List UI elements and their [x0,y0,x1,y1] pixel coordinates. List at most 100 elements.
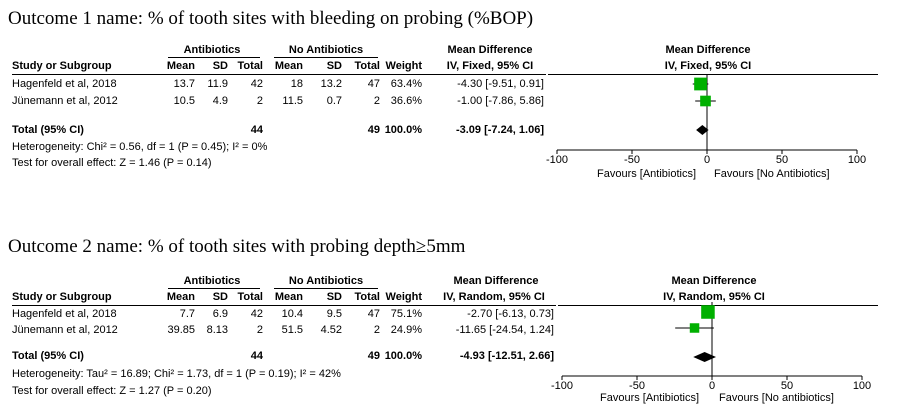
md-plot-header: Mean Difference [671,275,757,287]
ci-cell: -2.70 [-6.13, 0.73] [467,308,554,320]
total-diamond [696,125,709,135]
group2-underline [274,57,378,58]
x-tick-label: 0 [704,154,710,166]
study-name: Hagenfeld et al, 2018 [12,308,117,320]
total2-cell: 2 [373,324,380,336]
weight-cell: 63.4% [390,78,422,90]
total2-sum: 49 [367,350,380,362]
favours-right-label: Favours [No antibiotics] [719,392,834,404]
md-header: Mean Difference [453,275,539,287]
sd1-cell: 8.13 [206,324,228,336]
col-mean1-header: Mean [166,60,195,72]
total2-cell: 47 [367,78,380,90]
plot-header-rule [558,305,878,306]
col-weight-header: Weight [385,291,422,303]
col-sd1-header: SD [212,291,228,303]
total1-sum: 44 [250,124,263,136]
forest-plot-1: Outcome 1 name: % of tooth sites with bl… [8,8,878,180]
x-tick-label: -100 [551,380,573,392]
mean2-cell: 51.5 [281,324,303,336]
mean2-cell: 10.4 [281,308,303,320]
study-marker [689,323,700,333]
header-rule [12,305,556,306]
total1-cell: 2 [256,95,263,107]
forest-plot-2: Outcome 2 name: % of tooth sites with pr… [0,230,900,420]
ci-cell: -11.65 [-24.54, 1.24] [455,324,554,336]
col-mean2-header: Mean [274,60,303,72]
study-name: Hagenfeld et al, 2018 [12,78,117,90]
total-ci: -3.09 [-7.24, 1.06] [455,124,544,136]
study-name: Jünemann et al, 2012 [12,324,118,336]
heterogeneity-text: Heterogeneity: Chi² = 0.56, df = 1 (P = … [12,141,268,153]
col-study-header: Study or Subgroup [12,291,112,303]
mean2-cell: 18 [290,78,303,90]
weight-cell: 75.1% [390,308,422,320]
study-name: Jünemann et al, 2012 [12,95,118,107]
group1-header: Antibiotics [183,44,241,56]
x-tick-label: 100 [848,154,866,166]
x-tick-label: 50 [781,380,793,392]
method-header: IV, Fixed, 95% CI [446,60,534,72]
header-rule [12,74,546,75]
study-marker [700,95,711,107]
md-plot-header: Mean Difference [665,44,751,56]
group2-underline [274,288,378,289]
favours-left-label: Favours [Antibiotics] [600,392,700,404]
group2-header: No Antibiotics [288,44,364,56]
sd1-cell: 4.9 [212,95,228,107]
overall-effect-text: Test for overall effect: Z = 1.27 (P = 0… [12,385,212,397]
total-weight: 100.0% [384,124,422,136]
x-tick-label: 50 [776,154,788,166]
favours-right-label: Favours [No Antibiotics] [714,168,830,180]
outcome-title: Outcome 2 name: % of tooth sites with pr… [8,236,466,257]
total-weight: 100.0% [384,350,422,362]
sd2-cell: 9.5 [326,308,342,320]
total2-cell: 47 [367,308,380,320]
total1-cell: 2 [256,324,263,336]
mean1-cell: 39.85 [167,324,195,336]
col-sd2-header: SD [326,60,342,72]
sd1-cell: 11.9 [207,78,228,90]
col-mean1-header: Mean [166,291,195,303]
heterogeneity-text: Heterogeneity: Tau² = 16.89; Chi² = 1.73… [12,368,341,380]
total2-cell: 2 [373,95,380,107]
col-total2-header: Total [354,60,380,72]
method-plot-header: IV, Fixed, 95% CI [664,60,752,72]
forest-plot-area: -100 -50 0 50 100 [546,74,866,166]
total1-cell: 42 [250,78,263,90]
x-tick-label: 100 [853,380,871,392]
sd2-cell: 4.52 [320,324,342,336]
ci-cell: -4.30 [-9.51, 0.91] [457,78,544,90]
method-header: IV, Random, 95% CI [443,291,545,303]
mean1-cell: 10.5 [173,95,195,107]
weight-cell: 36.6% [390,95,422,107]
x-tick-label: -50 [624,154,640,166]
mean2-cell: 11.5 [282,95,303,107]
col-sd1-header: SD [212,60,228,72]
col-study-header: Study or Subgroup [12,60,112,72]
weight-cell: 24.9% [390,324,422,336]
favours-left-label: Favours [Antibiotics] [597,168,697,180]
study-marker [701,305,715,319]
ci-cell: -1.00 [-7.86, 5.86] [457,95,544,107]
col-weight-header: Weight [385,60,422,72]
total1-cell: 42 [250,308,263,320]
col-total1-header: Total [237,291,263,303]
study-marker [694,77,707,91]
sd2-cell: 0.7 [326,95,342,107]
overall-effect-text: Test for overall effect: Z = 1.46 (P = 0… [12,157,212,169]
forest-plot-area: -100 -50 0 50 100 [551,302,871,392]
total-label: Total (95% CI) [12,350,84,362]
col-sd2-header: SD [326,291,342,303]
x-tick-label: -50 [629,380,645,392]
outcome-title: Outcome 1 name: % of tooth sites with bl… [8,8,534,29]
md-header: Mean Difference [447,44,533,56]
total2-sum: 49 [367,124,380,136]
col-total2-header: Total [354,291,380,303]
sd2-cell: 13.2 [320,78,342,90]
x-tick-label: -100 [546,154,568,166]
col-mean2-header: Mean [274,291,303,303]
group2-header: No Antibiotics [288,275,364,287]
plot-header-rule [548,74,878,75]
mean1-cell: 13.7 [173,78,195,90]
